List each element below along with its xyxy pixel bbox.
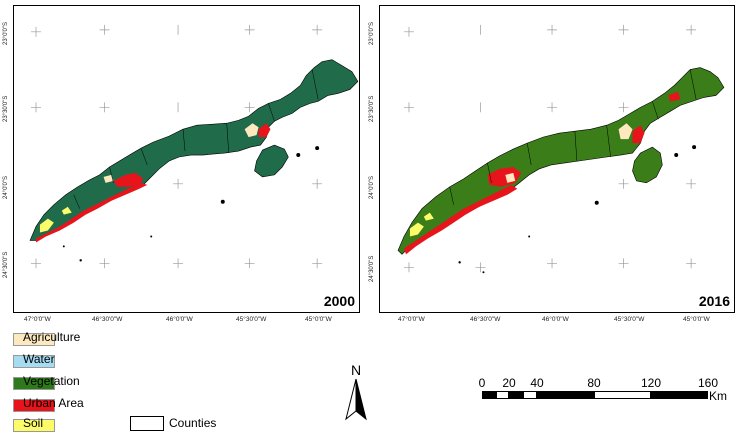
map-2016: 2016 — [379, 5, 735, 313]
lat-label: 23°0'0"S — [369, 21, 375, 45]
soil-patch — [409, 212, 434, 237]
scale-tick-label: 40 — [530, 376, 544, 390]
lat-label: 24°30'0"S — [3, 251, 9, 278]
agriculture-patch — [505, 123, 633, 183]
legend-swatch — [13, 419, 55, 432]
map-year-label: 2016 — [698, 293, 730, 309]
scale-segment — [509, 391, 523, 399]
lon-label: 46°30'0"W — [92, 316, 123, 323]
map-2016-canvas — [397, 24, 725, 274]
map-year-label: 2000 — [323, 293, 355, 309]
lon-label: 45°0'0"W — [305, 316, 332, 323]
graticule-crosses — [31, 24, 323, 269]
legend-swatch — [13, 377, 55, 390]
scale-tick-label: 80 — [587, 376, 601, 390]
small-islands — [458, 145, 697, 274]
soil-patch — [39, 206, 72, 233]
scale-tick-label: 120 — [640, 376, 662, 390]
scale-segment — [496, 391, 509, 399]
lon-label: 46°30'0"W — [470, 316, 501, 323]
scale-segment — [482, 391, 496, 399]
lat-label: 23°0'0"S — [3, 21, 9, 45]
lon-label: 47°0'0"W — [398, 316, 425, 323]
urban-area-2 — [113, 172, 144, 187]
scale-tick-label: 160 — [697, 376, 719, 390]
scale-unit-label: Km — [709, 389, 727, 403]
north-arrow-icon: N — [343, 362, 369, 423]
legend-swatch — [13, 399, 55, 412]
scale-segment — [537, 391, 594, 399]
map-2000: 2000 — [13, 5, 360, 313]
lon-label: 45°30'0"W — [614, 316, 645, 323]
urban-area-2 — [487, 166, 522, 187]
legend-label: Urban Area — [23, 396, 84, 410]
lat-label: 24°30'0"S — [369, 255, 375, 282]
county-boundaries — [73, 69, 319, 209]
map-2000-canvas — [29, 24, 359, 269]
graticule-crosses — [404, 24, 697, 273]
county-boundaries — [449, 69, 697, 205]
land-vegetation — [29, 59, 359, 241]
lon-label: 45°0'0"W — [683, 316, 710, 323]
lat-label: 23°30'0"S — [369, 95, 375, 122]
north-label: N — [351, 363, 361, 378]
lon-label: 45°30'0"W — [236, 316, 267, 323]
urban-area — [35, 182, 148, 243]
lat-label: 23°30'0"S — [3, 95, 9, 122]
legend-swatch — [13, 355, 55, 368]
scale-tick-label: 20 — [502, 376, 516, 390]
lat-label: 24°0'0"S — [3, 175, 9, 199]
legend-label-counties: Counties — [169, 416, 217, 430]
scale-bar: 0 20 40 80 120 160 Km — [477, 376, 737, 416]
scale-segment — [523, 391, 537, 399]
urban-area — [404, 184, 518, 255]
legend-swatch — [13, 333, 55, 346]
legend-label: Agriculture — [23, 330, 81, 344]
legend-label: Vegetation — [23, 374, 80, 388]
urban-area-3 — [632, 91, 681, 144]
urban-area-3 — [258, 123, 271, 138]
island-vegetation — [254, 144, 289, 178]
legend-swatch-counties — [130, 416, 164, 431]
scale-tick-label: 0 — [478, 376, 486, 390]
legend-label: Soil — [23, 416, 44, 430]
lat-label: 24°0'0"S — [369, 175, 375, 199]
scale-segment — [594, 391, 651, 399]
scale-segment — [651, 391, 708, 399]
small-islands — [62, 146, 320, 262]
lon-label: 46°0'0"W — [166, 316, 193, 323]
lon-label: 47°0'0"W — [24, 316, 51, 323]
legend-label: Water — [23, 352, 55, 366]
island-vegetation — [632, 146, 663, 184]
lon-label: 46°0'0"W — [542, 316, 569, 323]
